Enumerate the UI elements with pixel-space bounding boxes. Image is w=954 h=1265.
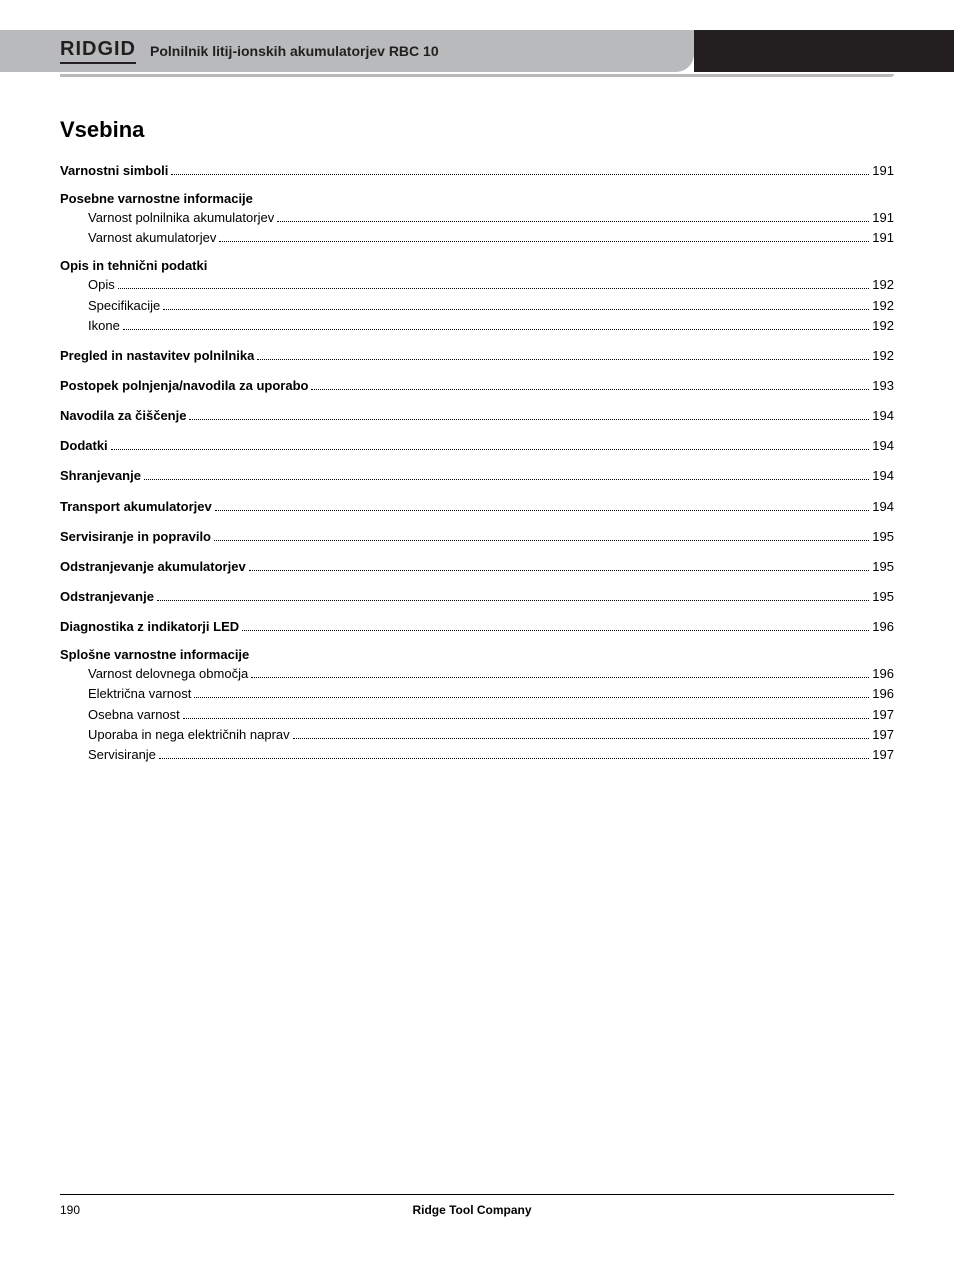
toc-leader-dots (277, 221, 869, 222)
toc-list: Varnostni simboli 191 Posebne varnostne i… (60, 161, 894, 765)
toc-section-heading: Splošne varnostne informacije (60, 647, 894, 662)
toc-entry-page: 192 (872, 346, 894, 366)
page-header: RIDGID Polnilnik litij-ionskih akumulato… (0, 30, 954, 72)
toc-entry-page: 196 (872, 684, 894, 704)
toc-leader-dots (293, 738, 870, 739)
toc-entry-label: Varnost akumulatorjev (88, 228, 216, 248)
toc-leader-dots (311, 389, 869, 390)
toc-entry-page: 192 (872, 316, 894, 336)
toc-entry-label: Dodatki (60, 436, 108, 456)
toc-leader-dots (118, 288, 870, 289)
toc-entry-page: 194 (872, 497, 894, 517)
toc-leader-dots (163, 309, 869, 310)
toc-entry-page: 194 (872, 406, 894, 426)
toc-entry-label: Varnost polnilnika akumulatorjev (88, 208, 274, 228)
toc-entry-label: Pregled in nastavitev polnilnika (60, 346, 254, 366)
toc-entry-label: Diagnostika z indikatorji LED (60, 617, 239, 637)
toc-title: Vsebina (60, 117, 894, 143)
toc-leader-dots (214, 540, 869, 541)
toc-entry-label: Varnostni simboli (60, 161, 168, 181)
toc-leader-dots (249, 570, 870, 571)
toc-entry: Osebna varnost 197 (60, 705, 894, 725)
toc-leader-dots (159, 758, 869, 759)
toc-entry: Ikone 192 (60, 316, 894, 336)
header-left: RIDGID Polnilnik litij-ionskih akumulato… (0, 30, 694, 72)
toc-leader-dots (144, 479, 869, 480)
toc-leader-dots (157, 600, 869, 601)
toc-entry-page: 193 (872, 376, 894, 396)
toc-entry-label: Postopek polnjenja/navodila za uporabo (60, 376, 308, 396)
toc-entry: Odstranjevanje akumulatorjev 195 (60, 557, 894, 577)
toc-entry: Varnost akumulatorjev 191 (60, 228, 894, 248)
toc-entry: Servisiranje in popravilo 195 (60, 527, 894, 547)
toc-entry: Navodila za čiščenje 194 (60, 406, 894, 426)
toc-entry: Opis 192 (60, 275, 894, 295)
toc-entry: Servisiranje 197 (60, 745, 894, 765)
toc-entry-label: Servisiranje (88, 745, 156, 765)
toc-entry: Odstranjevanje 195 (60, 587, 894, 607)
toc-entry-label: Uporaba in nega električnih naprav (88, 725, 290, 745)
toc-entry-page: 192 (872, 275, 894, 295)
page-footer: 190 Ridge Tool Company (60, 1194, 894, 1217)
toc-leader-dots (189, 419, 869, 420)
toc-leader-dots (257, 359, 869, 360)
content-area: Vsebina Varnostni simboli 191 Posebne var… (0, 77, 954, 765)
toc-section-heading: Posebne varnostne informacije (60, 191, 894, 206)
toc-entry-page: 195 (872, 527, 894, 547)
toc-entry-page: 197 (872, 705, 894, 725)
toc-section-heading: Opis in tehnični podatki (60, 258, 894, 273)
toc-leader-dots (219, 241, 869, 242)
toc-entry: Postopek polnjenja/navodila za uporabo 1… (60, 376, 894, 396)
toc-entry: Varnost delovnega območja 196 (60, 664, 894, 684)
toc-entry-label: Navodila za čiščenje (60, 406, 186, 426)
toc-entry-label: Servisiranje in popravilo (60, 527, 211, 547)
toc-entry: Specifikacije 192 (60, 296, 894, 316)
toc-entry-label: Shranjevanje (60, 466, 141, 486)
toc-leader-dots (194, 697, 869, 698)
toc-leader-dots (171, 174, 869, 175)
toc-entry-page: 194 (872, 436, 894, 456)
toc-entry-page: 197 (872, 725, 894, 745)
page-number: 190 (60, 1203, 80, 1217)
toc-entry: Varnostni simboli 191 (60, 161, 894, 181)
footer-company: Ridge Tool Company (80, 1203, 864, 1217)
toc-entry-page: 191 (872, 228, 894, 248)
toc-entry-label: Ikone (88, 316, 120, 336)
toc-entry: Pregled in nastavitev polnilnika 192 (60, 346, 894, 366)
header-title: Polnilnik litij-ionskih akumulatorjev RB… (150, 43, 439, 59)
toc-entry-page: 195 (872, 557, 894, 577)
toc-entry: Shranjevanje 194 (60, 466, 894, 486)
toc-entry-label: Odstranjevanje akumulatorjev (60, 557, 246, 577)
header-right-block (694, 30, 954, 72)
toc-entry: Diagnostika z indikatorji LED 196 (60, 617, 894, 637)
toc-entry-page: 194 (872, 466, 894, 486)
toc-entry-label: Opis (88, 275, 115, 295)
toc-leader-dots (123, 329, 869, 330)
toc-entry-label: Varnost delovnega območja (88, 664, 248, 684)
brand-logo-text: RIDGID (60, 38, 136, 64)
toc-entry-page: 196 (872, 617, 894, 637)
toc-leader-dots (251, 677, 869, 678)
toc-entry: Transport akumulatorjev 194 (60, 497, 894, 517)
toc-entry-page: 191 (872, 161, 894, 181)
toc-entry-page: 196 (872, 664, 894, 684)
toc-leader-dots (111, 449, 870, 450)
toc-entry-page: 192 (872, 296, 894, 316)
toc-entry-label: Električna varnost (88, 684, 191, 704)
toc-entry-label: Osebna varnost (88, 705, 180, 725)
toc-leader-dots (183, 718, 870, 719)
toc-entry: Uporaba in nega električnih naprav 197 (60, 725, 894, 745)
brand-logo: RIDGID (60, 38, 136, 64)
toc-entry: Električna varnost 196 (60, 684, 894, 704)
toc-leader-dots (242, 630, 869, 631)
toc-entry-label: Transport akumulatorjev (60, 497, 212, 517)
toc-entry-label: Specifikacije (88, 296, 160, 316)
toc-leader-dots (215, 510, 870, 511)
toc-entry: Varnost polnilnika akumulatorjev 191 (60, 208, 894, 228)
toc-entry: Dodatki 194 (60, 436, 894, 456)
toc-entry-label: Odstranjevanje (60, 587, 154, 607)
toc-entry-page: 197 (872, 745, 894, 765)
toc-entry-page: 191 (872, 208, 894, 228)
toc-entry-page: 195 (872, 587, 894, 607)
